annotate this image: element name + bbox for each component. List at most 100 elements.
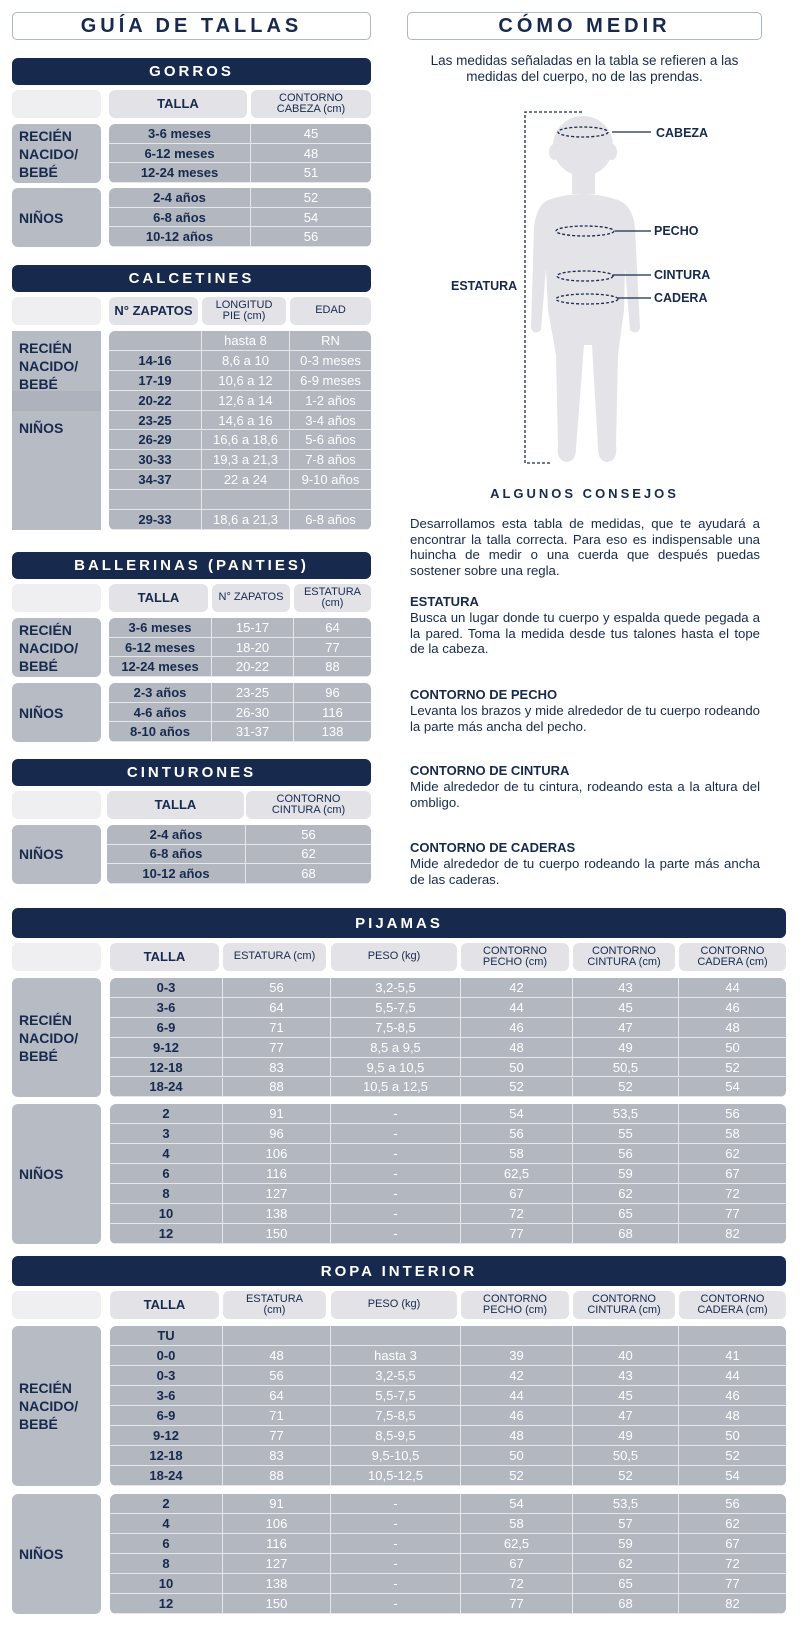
value-cell: 68 — [573, 1223, 679, 1244]
value-cell: - — [331, 1534, 461, 1554]
value-cell: 49 — [573, 1426, 679, 1446]
value-cell: 77 — [679, 1204, 786, 1224]
header-blank-cell — [12, 297, 101, 325]
value-cell: 42 — [461, 978, 573, 998]
data-block: 2-4 años 52 6-8 años 54 10-12 años 56 — [109, 188, 371, 248]
column-header: TALLA — [109, 90, 247, 118]
value-cell: 5-6 años — [290, 431, 371, 451]
value-cell: 54 — [461, 1104, 573, 1125]
value-cell: 48 — [461, 1037, 573, 1058]
value-cell: 64 — [223, 997, 331, 1018]
value-cell: 56 — [223, 978, 331, 998]
size-cell: 29-33 — [109, 510, 202, 530]
value-cell: 50,5 — [573, 1057, 679, 1078]
column-header: PESO (kg) — [331, 1291, 457, 1319]
size-guide-title: GUÍA DE TALLAS — [12, 12, 371, 40]
group-label: RECIÉN NACIDO/ BEBÉ — [12, 618, 101, 678]
value-cell: 12,6 a 14 — [202, 390, 290, 411]
data-block: TU 0-0 48 hasta 3 39 40 41 0-3 56 3,2-5,5 42 43 44 3-… — [110, 1326, 786, 1486]
column-header: TALLA — [107, 791, 244, 819]
value-cell: 46 — [679, 1386, 786, 1406]
size-cell — [109, 331, 202, 351]
size-cell: 26-29 — [109, 430, 202, 451]
size-cell: 10-12 años — [109, 227, 251, 248]
value-cell: hasta 3 — [331, 1346, 461, 1366]
value-cell: 7,5-8,5 — [331, 1017, 461, 1038]
column-header: CONTORNO CADERA (cm) — [679, 943, 786, 971]
value-cell: - — [331, 1554, 461, 1574]
value-cell: 43 — [573, 1366, 679, 1386]
value-cell: 45 — [573, 997, 679, 1018]
size-cell: 30-33 — [109, 450, 202, 471]
value-cell: 0-3 meses — [290, 351, 371, 371]
header-blank-cell — [12, 791, 101, 819]
value-cell: 52 — [573, 1466, 679, 1486]
value-cell: 88 — [294, 657, 371, 678]
value-cell — [223, 1326, 331, 1346]
column-header: CONTORNO CABEZA (cm) — [251, 90, 371, 118]
value-cell: 45 — [251, 124, 371, 144]
size-cell: 4 — [110, 1514, 223, 1534]
label-hip: CADERA — [654, 291, 707, 305]
value-cell: 7-8 años — [290, 450, 371, 471]
value-cell: - — [331, 1104, 461, 1125]
size-cell: 23-25 — [109, 410, 202, 431]
table-title-ballerinas: BALLERINAS (PANTIES) — [12, 552, 371, 579]
label-head: CABEZA — [656, 126, 708, 140]
value-cell: - — [331, 1164, 461, 1184]
data-block: 2 91-54 53,5 56 4 106-58 57 62 6 116-62,5 59 67 8 127… — [110, 1494, 786, 1614]
tips-title: ALGUNOS CONSEJOS — [490, 486, 679, 501]
size-cell: 20-22 — [109, 390, 202, 411]
value-cell: 20-22 — [212, 657, 294, 678]
group-label: RECIÉN NACIDO/ BEBÉ — [12, 124, 101, 184]
value-cell: 91 — [223, 1494, 331, 1514]
size-cell: 2-4 años — [109, 188, 251, 208]
value-cell: 82 — [679, 1224, 786, 1244]
value-cell: 46 — [679, 998, 786, 1018]
value-cell: - — [331, 1183, 461, 1204]
value-cell: 6-9 meses — [290, 371, 371, 391]
header-blank-cell — [12, 1291, 101, 1319]
value-cell: 8,5 a 9,5 — [331, 1037, 461, 1058]
value-cell: 42 — [461, 1366, 573, 1386]
value-cell: 77 — [294, 638, 371, 658]
value-cell: 47 — [573, 1406, 679, 1426]
value-cell: 56 — [573, 1144, 679, 1165]
size-cell: 6-12 meses — [109, 637, 212, 658]
size-cell: 6-12 meses — [109, 143, 251, 164]
value-cell: 15-17 — [212, 618, 294, 638]
size-cell: 10 — [110, 1574, 223, 1594]
value-cell: 88 — [223, 1077, 331, 1098]
value-cell — [202, 490, 290, 511]
value-cell: 52 — [679, 1058, 786, 1078]
size-cell: 0-3 — [110, 1366, 223, 1386]
value-cell: 62 — [679, 1514, 786, 1534]
value-cell: 49 — [573, 1037, 679, 1058]
value-cell: 51 — [251, 163, 371, 184]
group-label: NIÑOS — [12, 1104, 101, 1244]
column-header: CONTORNO CADERA (cm) — [679, 1291, 786, 1319]
table-title-ropa_interior: ROPA INTERIOR — [12, 1256, 786, 1286]
table-title-pijamas: PIJAMAS — [12, 908, 786, 938]
value-cell: 45 — [573, 1386, 679, 1406]
data-block: 2-4 años 56 6-8 años 62 10-12 años 68 — [107, 825, 371, 884]
value-cell: 50 — [679, 1426, 786, 1446]
tip-heading-height: ESTATURA — [410, 594, 479, 609]
value-cell: - — [331, 1514, 461, 1534]
tip-text-hips: Mide alrededor de tu cuerpo rodeando la … — [410, 856, 760, 887]
value-cell: 59 — [573, 1534, 679, 1554]
value-cell: 77 — [223, 1426, 331, 1446]
value-cell: 50 — [679, 1038, 786, 1058]
group-label: NIÑOS — [12, 410, 101, 530]
column-header: EDAD — [290, 297, 371, 325]
value-cell: 77 — [461, 1594, 573, 1614]
value-cell: - — [331, 1223, 461, 1244]
value-cell: 53,5 — [573, 1494, 679, 1514]
size-cell: 6-9 — [110, 1406, 223, 1426]
value-cell: 52 — [461, 1466, 573, 1486]
value-cell: 5,5-7,5 — [331, 1386, 461, 1406]
value-cell: 83 — [223, 1446, 331, 1466]
value-cell: 52 — [251, 188, 371, 208]
value-cell: 46 — [461, 1017, 573, 1038]
value-cell — [290, 490, 371, 511]
